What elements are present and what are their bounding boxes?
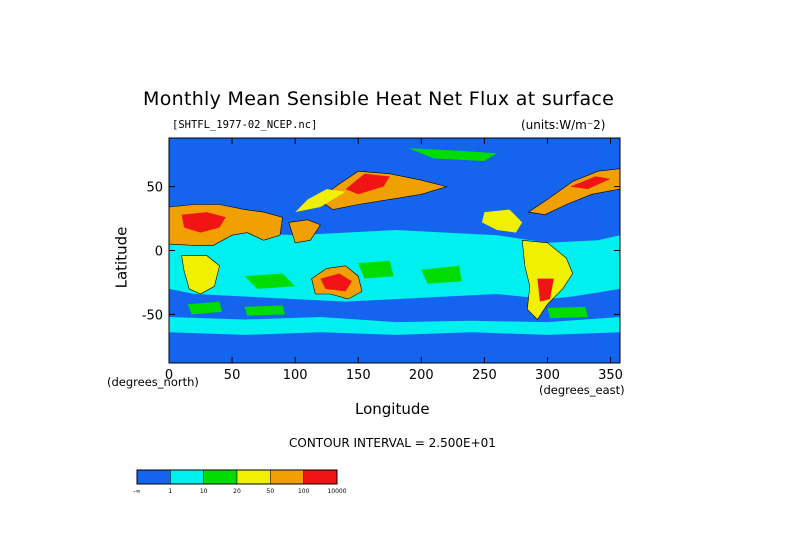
colorbar-frame: [136, 469, 338, 485]
green-patch-3: [187, 301, 222, 315]
colorbar-label: 100: [298, 488, 310, 495]
colorbar-label: 10000: [327, 488, 346, 495]
green-patch-0: [244, 273, 296, 289]
north-atlantic-core: [570, 176, 611, 190]
x-tick-label: 50: [224, 368, 241, 383]
colorbar-label: -∞: [133, 488, 140, 495]
australia-core: [320, 273, 352, 292]
green-patch-4: [547, 306, 588, 319]
x-axis-label: Longitude: [355, 400, 430, 418]
south-america-core: [537, 278, 554, 302]
colorbar-segment: [236, 469, 271, 485]
y-tick-label: 50: [146, 181, 163, 196]
y-unit-label: (degrees_north): [107, 375, 199, 389]
colorbar-label: 1: [168, 488, 172, 495]
file-label: [SHTFL_1977-02_NCEP.nc]: [172, 119, 318, 131]
southern-midlatitude-band: [169, 317, 620, 335]
north-pacific-core: [345, 173, 390, 195]
green-patch-5: [244, 305, 286, 316]
colorbar-segment: [170, 469, 204, 485]
x-tick-label: 100: [283, 368, 308, 383]
arctic-green: [408, 148, 497, 161]
sahara-core: [181, 212, 226, 233]
x-tick-label: 150: [346, 368, 371, 383]
x-tick-label: 300: [535, 368, 560, 383]
x-tick-label: 250: [472, 368, 497, 383]
colorbar-label: 10: [200, 488, 208, 495]
y-tick-label: -50: [142, 308, 163, 323]
x-tick-label: 350: [598, 368, 623, 383]
green-patch-1: [358, 260, 394, 279]
east-asia-yellow: [295, 189, 346, 213]
units-label: (units:W/m⁻2): [521, 118, 606, 132]
map-field: [169, 138, 620, 363]
y-tick-label: 0: [155, 245, 163, 260]
colorbar-segment: [270, 469, 304, 485]
southern-africa: [181, 255, 220, 295]
axes: 0 50 100 150 200 250 300 350 -50 0 50: [142, 138, 623, 383]
colorbar-segment: [136, 469, 171, 485]
colorbar-segment: [203, 469, 238, 485]
x-tick-label: 0: [165, 368, 173, 383]
chart-title: Monthly Mean Sensible Heat Net Flux at s…: [143, 88, 615, 110]
central-america: [481, 209, 523, 233]
x-tick-label: 200: [409, 368, 434, 383]
contour-interval-label: CONTOUR INTERVAL = 2.500E+01: [289, 436, 496, 450]
x-unit-label: (degrees_east): [539, 383, 625, 397]
east-asia-pacific-tongue: [317, 170, 448, 210]
southeast-asia: [288, 219, 321, 244]
green-patch-2: [421, 265, 462, 284]
colorbar-label: 20: [233, 488, 241, 495]
colorbar-label: 50: [267, 488, 275, 495]
colorbar: -∞ 1 10 20 50 100 10000: [133, 469, 347, 495]
colorbar-segment: [303, 469, 338, 485]
